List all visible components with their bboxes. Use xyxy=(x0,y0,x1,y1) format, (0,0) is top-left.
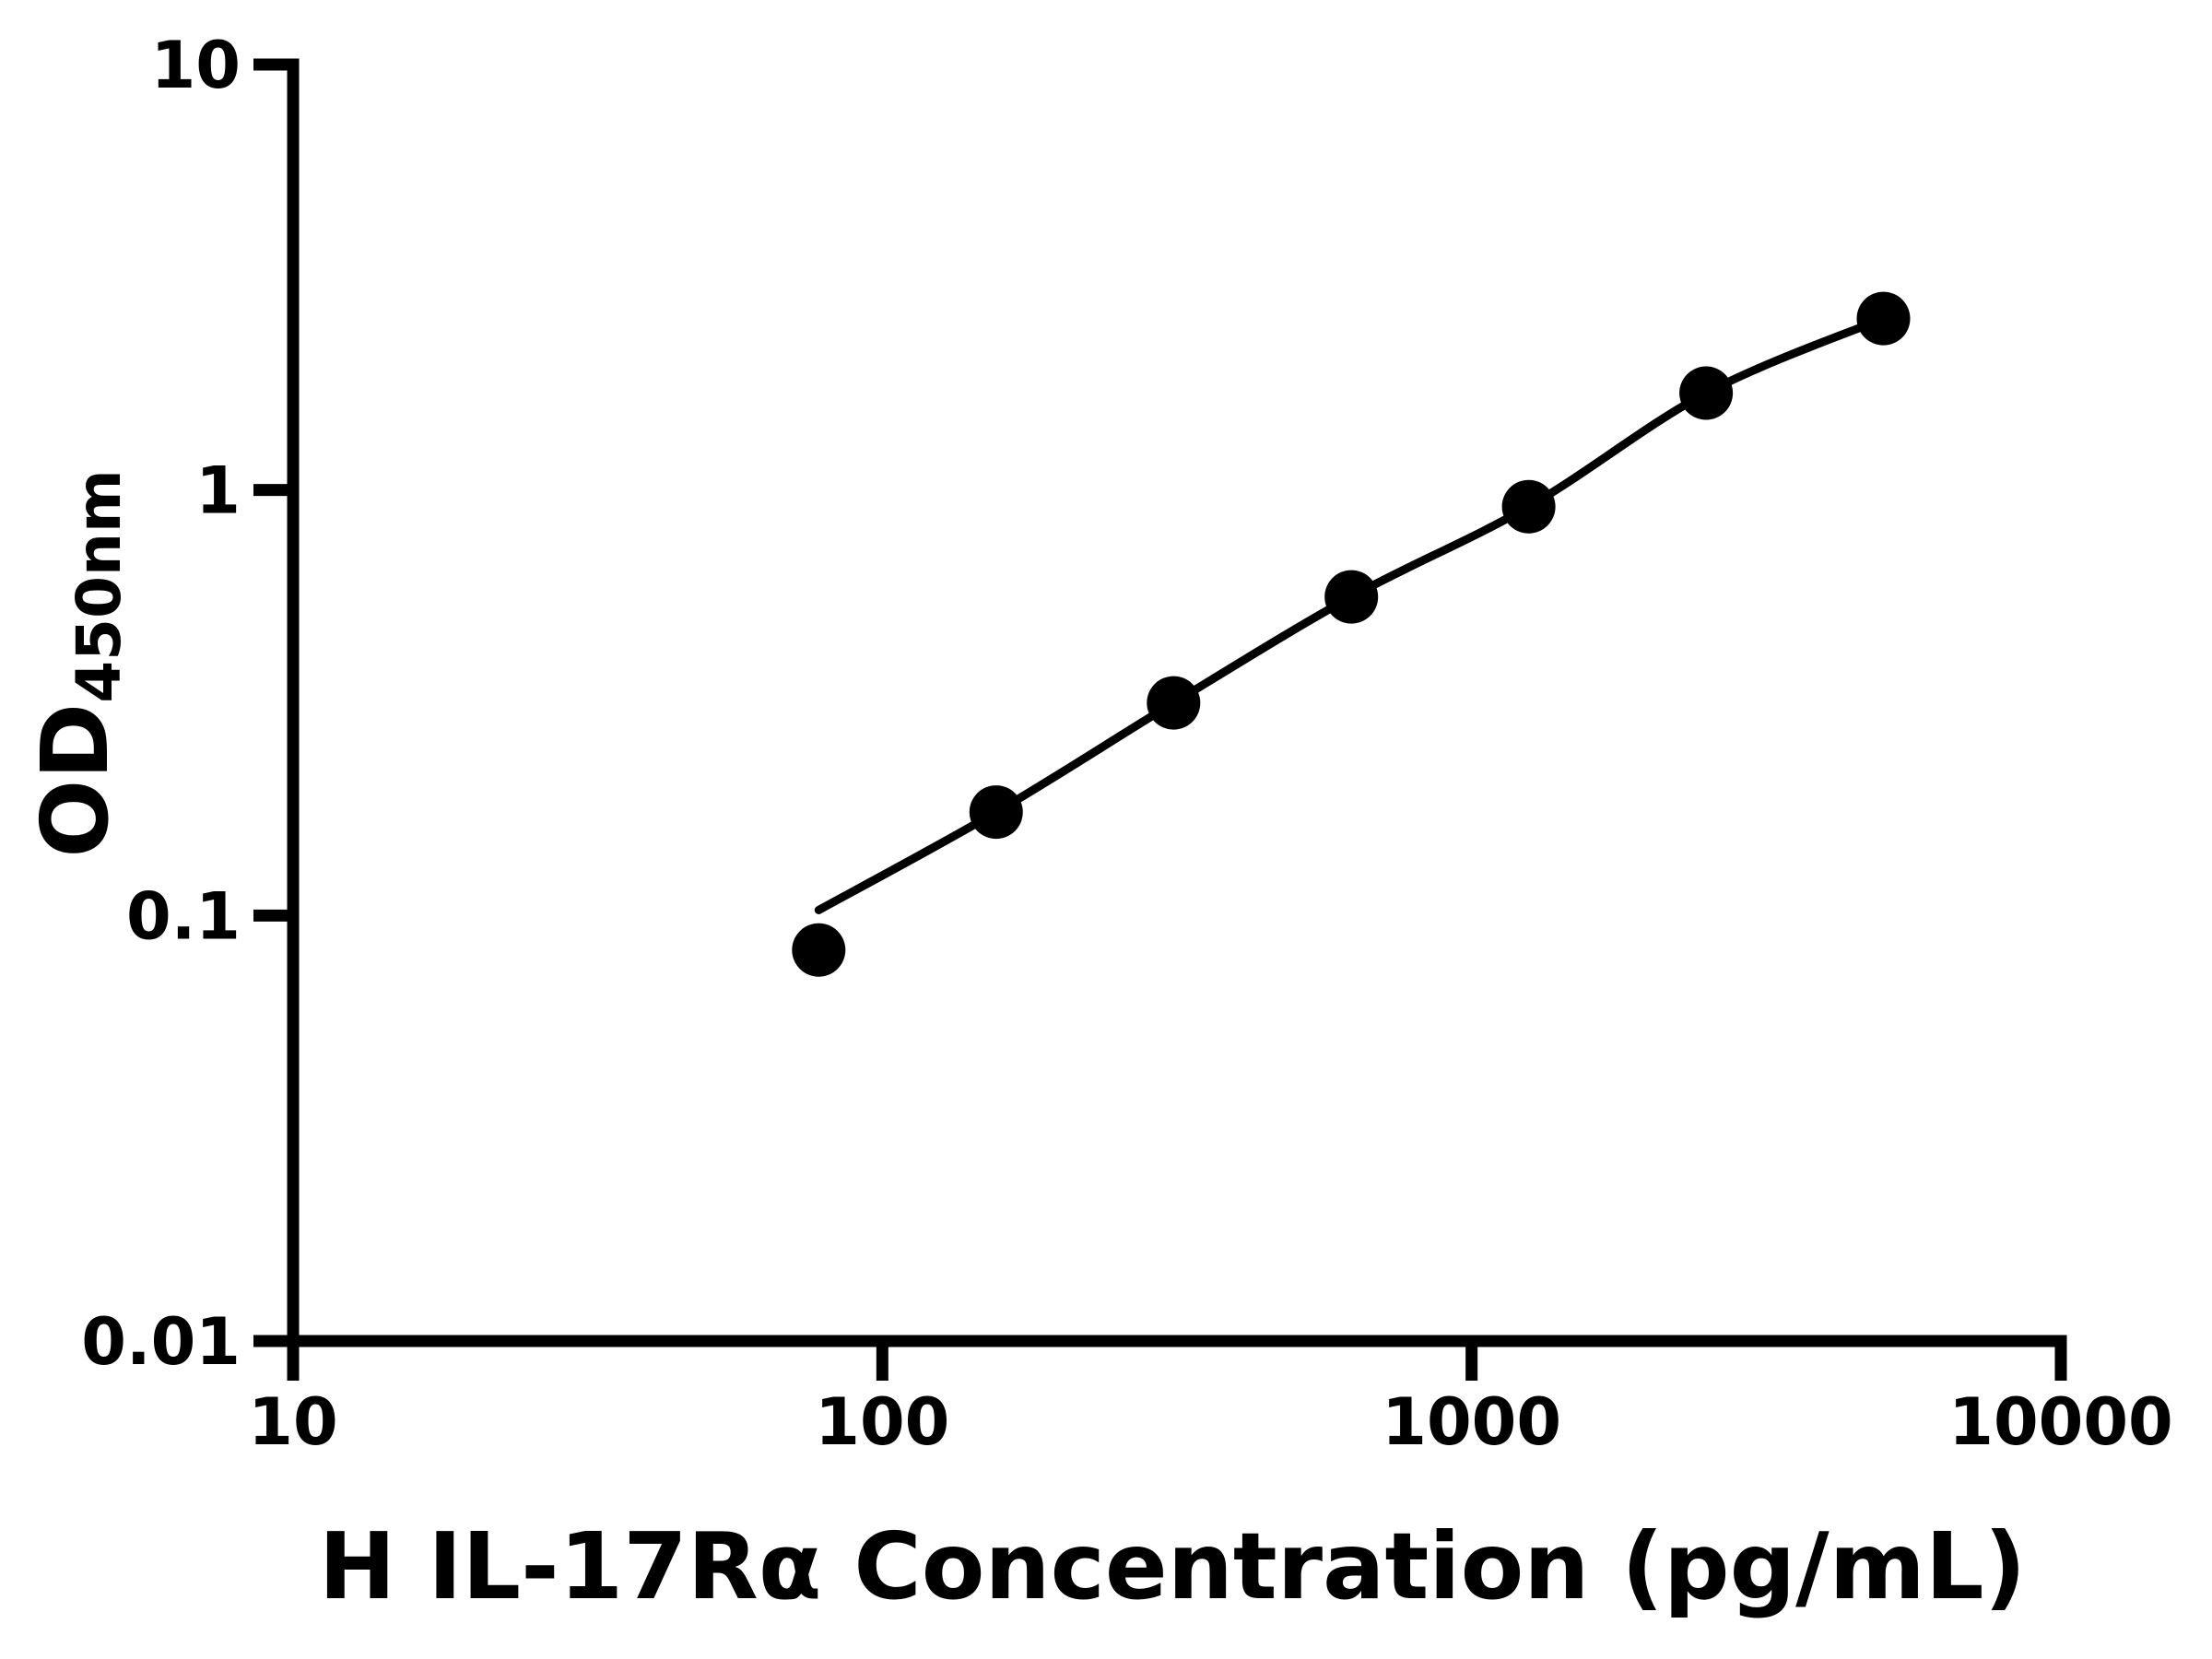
y-axis-title-subscript: 450nm xyxy=(64,469,135,703)
data-point-dot xyxy=(1501,479,1556,534)
data-point-dot xyxy=(969,785,1023,840)
data-point-dot xyxy=(1679,366,1734,420)
y-axis-title-main: OD xyxy=(21,702,129,858)
y-tick-label: 10 xyxy=(151,28,241,103)
y-tick-label: 1 xyxy=(195,453,241,529)
x-tick-label: 1000 xyxy=(1382,1384,1561,1460)
data-point-dot xyxy=(792,923,846,977)
x-tick-label: 10000 xyxy=(1948,1384,2173,1460)
x-tick-label: 10 xyxy=(248,1384,337,1460)
data-point-dot xyxy=(1324,570,1379,624)
x-axis-title: H IL-17Rα Concentration (pg/mL) xyxy=(318,1512,2027,1620)
y-axis-title: OD450nm xyxy=(21,469,135,858)
y-tick-label: 0.1 xyxy=(126,878,241,954)
x-tick-label: 100 xyxy=(815,1384,949,1460)
y-tick-label: 0.01 xyxy=(81,1304,241,1380)
data-point-dot xyxy=(1147,676,1201,730)
data-point-dot xyxy=(1856,291,1911,346)
